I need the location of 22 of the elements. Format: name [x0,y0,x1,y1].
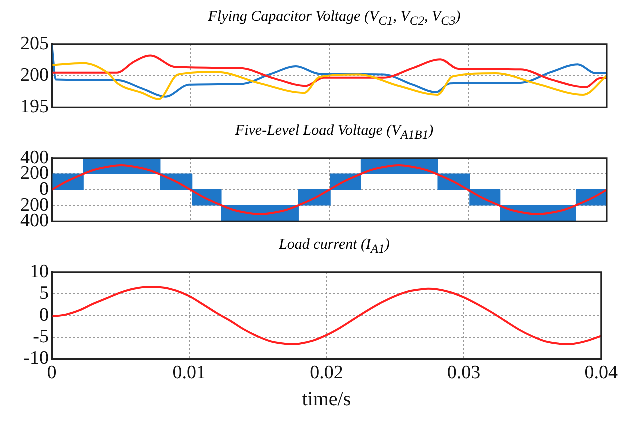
y-tick-label: 400 [20,210,49,232]
y-tick-label: 200 [20,64,49,86]
y-tick-label: -10 [24,348,49,370]
line-series [52,62,607,100]
x-tick-label: 0.02 [310,362,344,384]
x-tick-label: 0.04 [584,362,618,384]
x-axis-title: time/s [302,388,352,410]
y-tick-label: 5 [40,283,49,304]
x-tick-label: 0.01 [172,362,206,384]
x-tick-label: 0.03 [447,362,481,384]
y-tick-label: 0 [40,304,49,326]
chart-title: Load current (I$_{A1}$) [278,236,391,258]
line-series [52,286,602,346]
y-tick-label: 10 [30,261,49,282]
y-tick-label: 195 [20,96,49,118]
chart-title: Flying Capacitor Voltage (V$_{C1}$, V$_{C2}$, V$_{C3}$) [207,8,462,30]
chart-title: Five-Level Load Voltage (V$_{A1B1}$) [234,122,435,144]
line-series [52,164,607,216]
line-series [52,44,607,98]
y-tick-label: 205 [20,33,49,54]
y-tick-label: -5 [33,326,49,348]
line-series [52,54,607,88]
